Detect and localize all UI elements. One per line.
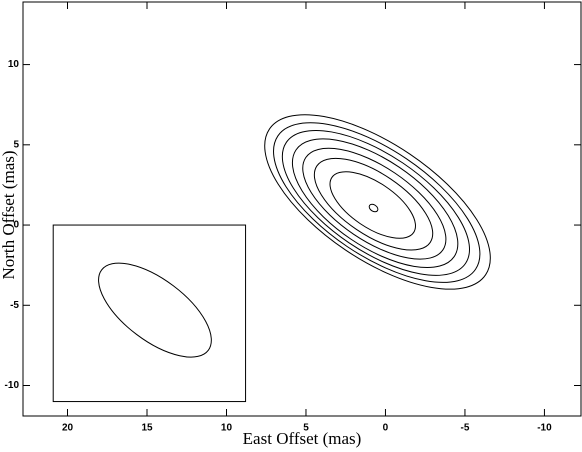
contour bbox=[281, 129, 470, 276]
contour bbox=[368, 203, 379, 213]
x-tick-label: 20 bbox=[62, 423, 74, 434]
y-axis-label: North Offset (mas) bbox=[0, 150, 18, 279]
contour bbox=[273, 122, 481, 283]
beam-box bbox=[52, 224, 247, 403]
contour bbox=[291, 138, 459, 269]
x-tick-label: 0 bbox=[383, 423, 389, 434]
x-tick-label: 5 bbox=[303, 423, 309, 434]
contour bbox=[302, 147, 447, 260]
x-tick-label: -10 bbox=[537, 423, 552, 434]
plot-frame bbox=[22, 1, 582, 417]
beam bbox=[98, 262, 212, 358]
x-tick-label: 10 bbox=[221, 423, 233, 434]
y-tick-label: 10 bbox=[8, 59, 20, 70]
contour bbox=[313, 157, 434, 251]
y-tick-label: -10 bbox=[5, 380, 20, 391]
y-tick-label: 5 bbox=[13, 139, 19, 150]
contour bbox=[264, 114, 491, 290]
y-tick-label: -5 bbox=[10, 300, 19, 311]
x-tick-label: -5 bbox=[460, 423, 469, 434]
y-tick-label: 0 bbox=[13, 220, 19, 231]
x-axis-label: East Offset (mas) bbox=[243, 429, 362, 448]
contour bbox=[329, 171, 416, 239]
x-tick-label: 15 bbox=[141, 423, 153, 434]
